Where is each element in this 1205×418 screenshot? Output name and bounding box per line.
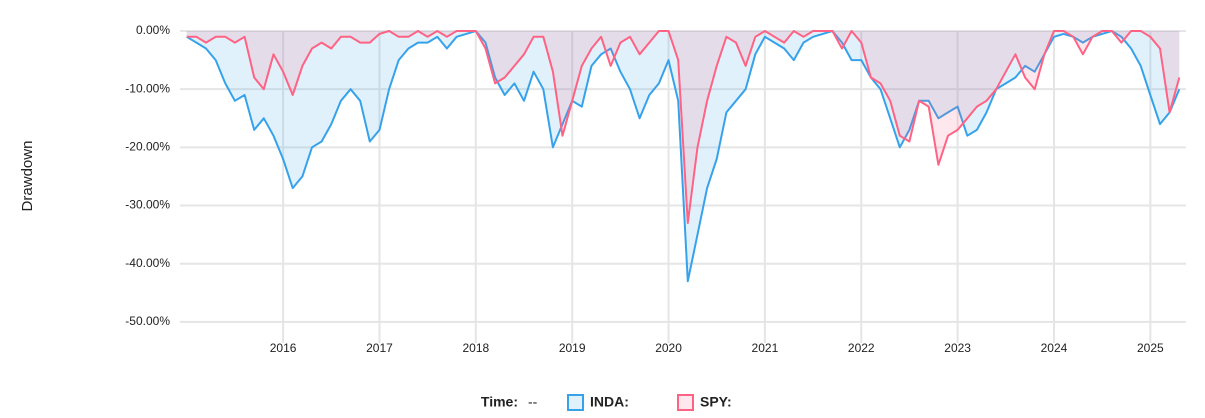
x-tick-label: 2024 (1041, 341, 1068, 355)
line (186, 30, 1181, 283)
y-tick-label: -40.00% (125, 256, 170, 270)
legend-label: INDA: (590, 394, 629, 410)
x-tick-label: 2017 (366, 341, 393, 355)
hover-value: -- (528, 394, 538, 410)
legend-label: SPY: (700, 394, 732, 410)
hover-label: Time: (481, 394, 518, 410)
y-tick-label: -20.00% (125, 140, 170, 154)
y-axis-label: Drawdown (19, 141, 36, 212)
x-tick-label: 2019 (559, 341, 586, 355)
x-tick-label: 2020 (655, 341, 682, 355)
y-tick-label: -10.00% (125, 81, 170, 95)
x-tick-label: 2022 (848, 341, 875, 355)
x-tick-label: 2023 (944, 341, 971, 355)
y-tick-label: -50.00% (125, 314, 170, 328)
y-tick-label: -30.00% (125, 198, 170, 212)
x-tick-label: 2021 (752, 341, 779, 355)
x-tick-label: 2018 (462, 341, 489, 355)
y-tick-label: 0.00% (136, 23, 170, 37)
line (186, 30, 1181, 224)
x-tick-label: 2025 (1137, 341, 1164, 355)
legend-swatch (677, 394, 694, 411)
x-tick-label: 2016 (270, 341, 297, 355)
legend-swatch (567, 394, 584, 411)
